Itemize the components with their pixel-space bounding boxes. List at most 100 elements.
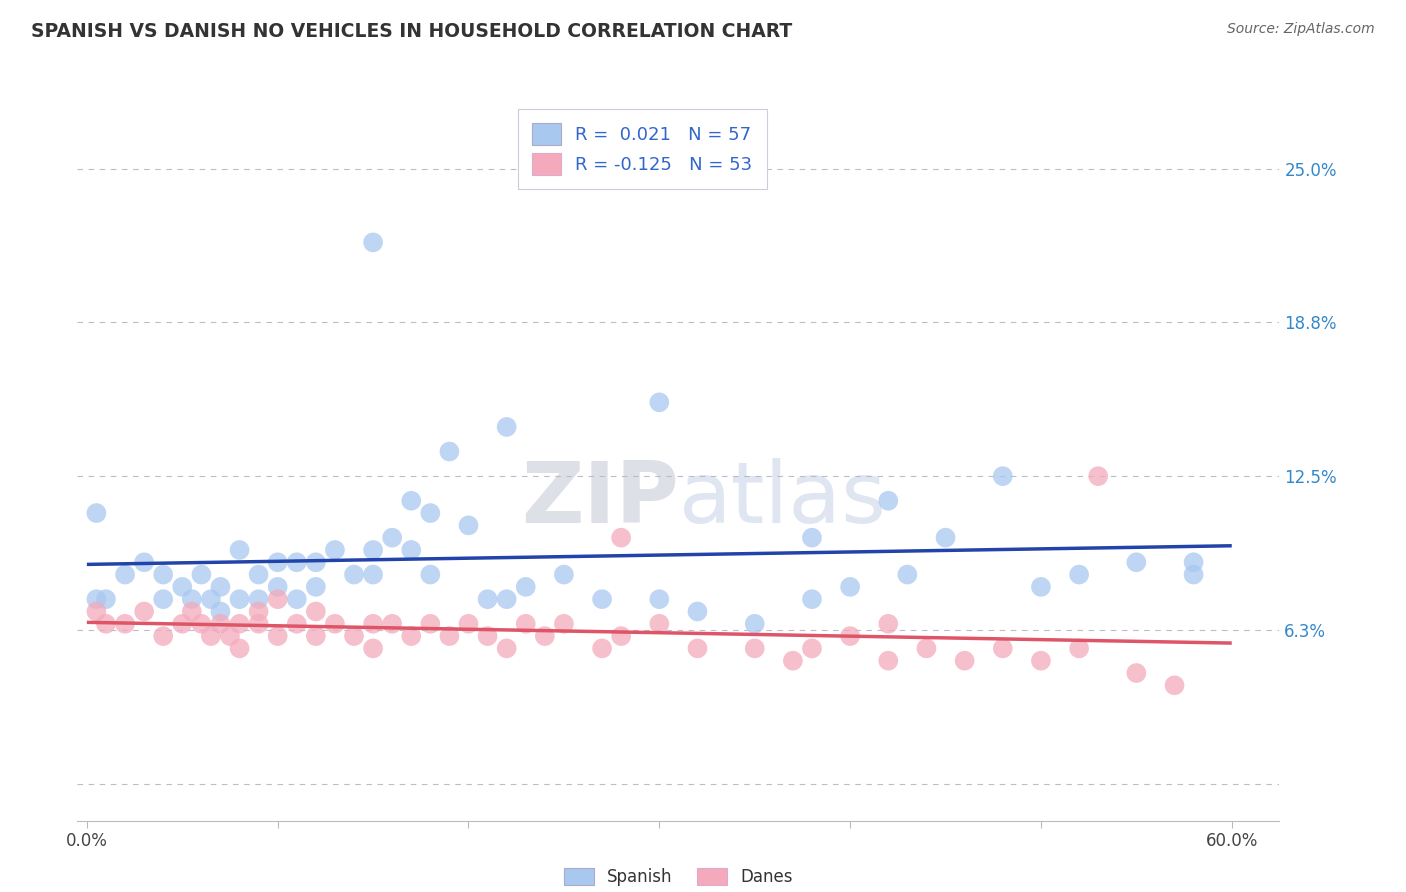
Point: [305, 555, 328, 569]
Point: [94, 616, 117, 631]
Point: [343, 629, 366, 643]
Point: [1087, 469, 1109, 483]
Point: [323, 616, 346, 631]
Point: [285, 616, 308, 631]
Point: [1029, 654, 1052, 668]
Point: [200, 629, 222, 643]
Point: [228, 592, 250, 607]
Point: [285, 592, 308, 607]
Point: [190, 616, 212, 631]
Point: [648, 592, 671, 607]
Point: [877, 616, 900, 631]
Point: [439, 444, 461, 458]
Point: [686, 641, 709, 656]
Point: [495, 641, 517, 656]
Point: [228, 616, 250, 631]
Point: [305, 629, 328, 643]
Point: [419, 567, 441, 582]
Point: [477, 592, 499, 607]
Point: [935, 531, 957, 545]
Point: [801, 641, 824, 656]
Point: [782, 654, 804, 668]
Point: [991, 641, 1014, 656]
Point: [744, 641, 766, 656]
Point: [457, 518, 479, 533]
Point: [172, 616, 194, 631]
Point: [515, 616, 537, 631]
Point: [343, 567, 366, 582]
Point: [1182, 555, 1205, 569]
Point: [114, 567, 136, 582]
Point: [991, 469, 1014, 483]
Point: [1125, 665, 1147, 680]
Point: [132, 605, 156, 619]
Point: [361, 641, 384, 656]
Point: [247, 592, 270, 607]
Point: [361, 616, 384, 631]
Point: [305, 580, 328, 594]
Point: [247, 605, 270, 619]
Point: [553, 567, 575, 582]
Point: [1163, 678, 1185, 692]
Point: [610, 531, 633, 545]
Point: [1029, 580, 1052, 594]
Point: [152, 592, 174, 607]
Point: [839, 580, 862, 594]
Point: [591, 592, 613, 607]
Point: [114, 616, 136, 631]
Point: [495, 592, 517, 607]
Point: [457, 616, 479, 631]
Point: [209, 605, 232, 619]
Point: [477, 629, 499, 643]
Point: [648, 395, 671, 409]
Point: [495, 420, 517, 434]
Point: [247, 567, 270, 582]
Point: [247, 616, 270, 631]
Point: [401, 493, 423, 508]
Point: [419, 616, 441, 631]
Point: [219, 629, 242, 643]
Point: [228, 641, 250, 656]
Point: [209, 616, 232, 631]
Point: [744, 616, 766, 631]
Point: [285, 555, 308, 569]
Point: [1125, 555, 1147, 569]
Point: [209, 580, 232, 594]
Point: [439, 629, 461, 643]
Point: [401, 543, 423, 558]
Point: [323, 543, 346, 558]
Point: [172, 580, 194, 594]
Point: [361, 543, 384, 558]
Point: [228, 543, 250, 558]
Point: [200, 592, 222, 607]
Point: [361, 235, 384, 250]
Point: [839, 629, 862, 643]
Point: [1069, 567, 1091, 582]
Point: [86, 592, 108, 607]
Text: Source: ZipAtlas.com: Source: ZipAtlas.com: [1227, 22, 1375, 37]
Point: [591, 641, 613, 656]
Point: [305, 605, 328, 619]
Point: [267, 580, 290, 594]
Point: [953, 654, 976, 668]
Point: [94, 592, 117, 607]
Point: [86, 506, 108, 520]
Text: SPANISH VS DANISH NO VEHICLES IN HOUSEHOLD CORRELATION CHART: SPANISH VS DANISH NO VEHICLES IN HOUSEHO…: [31, 22, 792, 41]
Point: [361, 567, 384, 582]
Point: [915, 641, 938, 656]
Point: [877, 493, 900, 508]
Point: [648, 616, 671, 631]
Legend: Spanish, Danes: Spanish, Danes: [555, 860, 801, 892]
Text: ZIP: ZIP: [520, 458, 679, 541]
Point: [1069, 641, 1091, 656]
Point: [381, 616, 404, 631]
Point: [686, 605, 709, 619]
Point: [801, 531, 824, 545]
Point: [152, 629, 174, 643]
Point: [267, 555, 290, 569]
Point: [553, 616, 575, 631]
Point: [534, 629, 557, 643]
Point: [610, 629, 633, 643]
Point: [267, 592, 290, 607]
Point: [132, 555, 156, 569]
